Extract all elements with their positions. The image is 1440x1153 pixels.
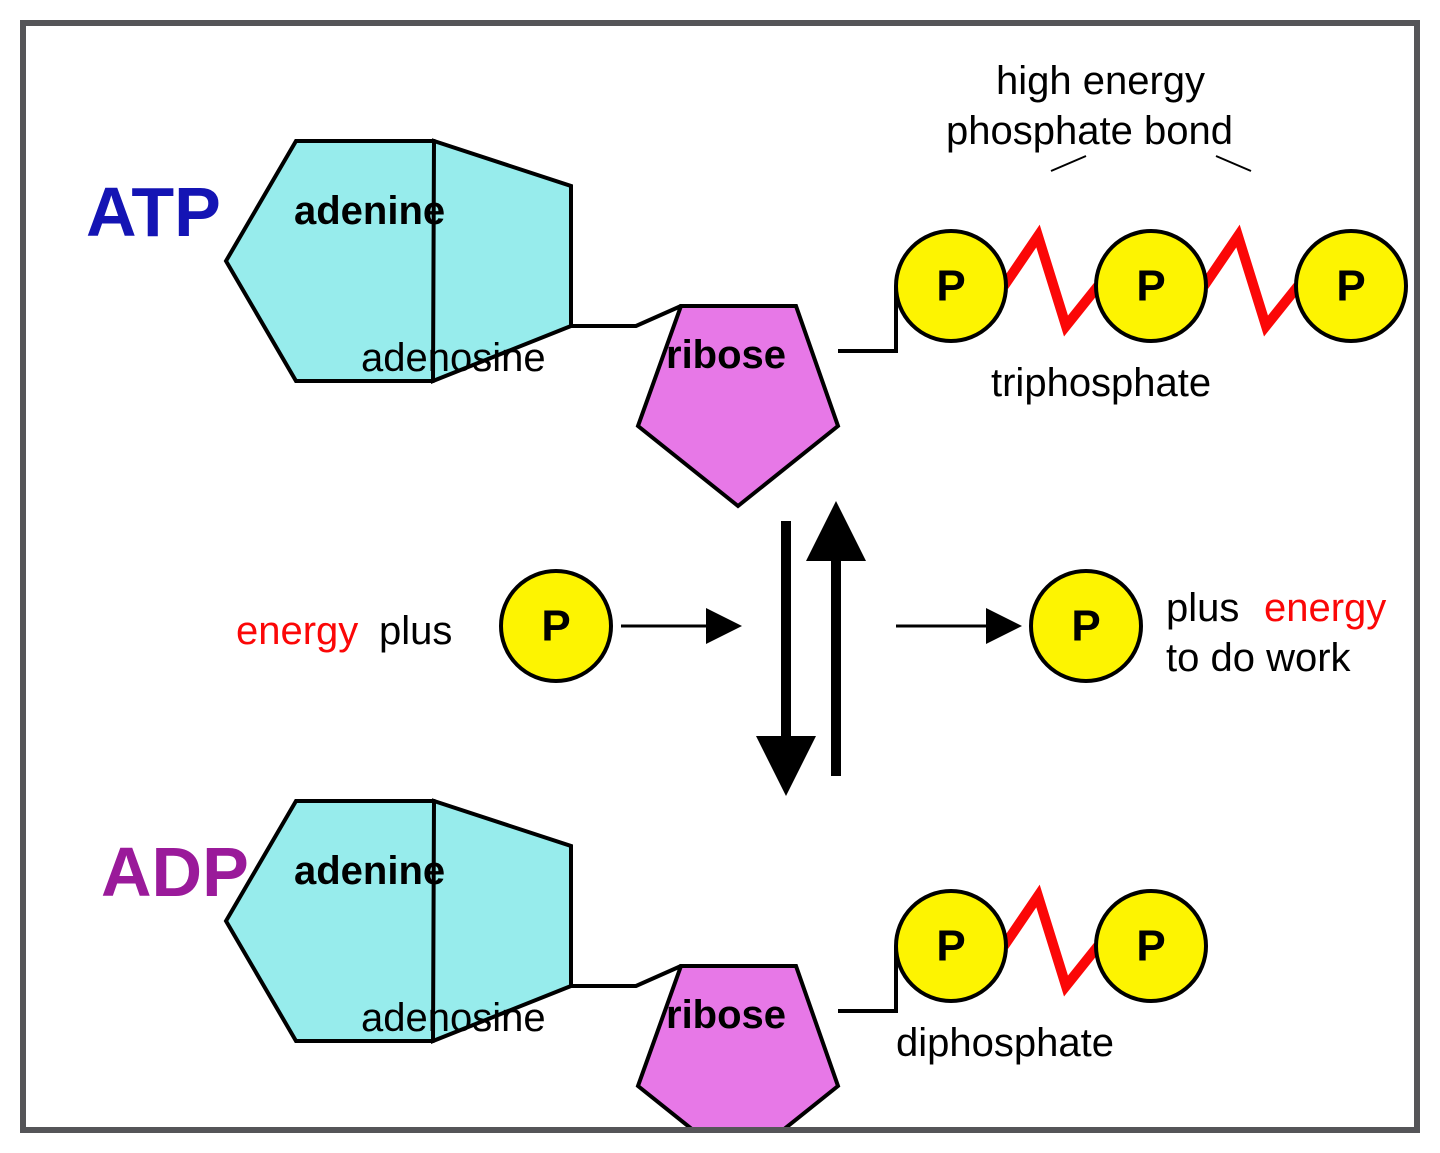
energy-left-label: energy xyxy=(236,609,358,653)
adp-ribose-pentagon xyxy=(638,966,838,1127)
plus-right-label: plus xyxy=(1166,586,1239,630)
svg-text:P: P xyxy=(1136,922,1165,971)
atp-bond-1 xyxy=(1004,236,1098,326)
adp-phosphate-2: P xyxy=(1096,891,1206,1001)
adp-ribose-p-connector xyxy=(838,946,896,1011)
adp-bond xyxy=(1004,896,1098,986)
phosphate-right: P xyxy=(1031,571,1141,681)
bond-label-line1: high energy xyxy=(996,59,1205,103)
triphosphate-label: triphosphate xyxy=(991,361,1211,405)
bond-pointer-1 xyxy=(1051,156,1086,171)
atp-ribose-label: ribose xyxy=(666,333,786,377)
atp-phosphate-1: P xyxy=(896,231,1006,341)
svg-text:P: P xyxy=(936,922,965,971)
atp-title: ATP xyxy=(86,173,221,251)
atp-bond-2 xyxy=(1204,236,1298,326)
svg-text:P: P xyxy=(1136,262,1165,311)
diphosphate-label: diphosphate xyxy=(896,1021,1114,1065)
phosphate-left: P xyxy=(501,571,611,681)
diagram-svg: ATP adenine adenosine ribose P P P triph… xyxy=(26,26,1414,1127)
diagram-frame: ATP adenine adenosine ribose P P P triph… xyxy=(20,20,1420,1133)
bond-label-line2: phosphate bond xyxy=(946,109,1233,153)
adp-adenosine-label: adenosine xyxy=(361,996,546,1040)
atp-adenine-ribose-connector xyxy=(571,306,681,326)
adp-ribose-label: ribose xyxy=(666,993,786,1037)
atp-adenine-label: adenine xyxy=(294,189,445,233)
svg-text:P: P xyxy=(1071,602,1100,651)
svg-text:P: P xyxy=(936,262,965,311)
adp-phosphate-1: P xyxy=(896,891,1006,1001)
atp-phosphate-3: P xyxy=(1296,231,1406,341)
adp-adenine-label: adenine xyxy=(294,849,445,893)
atp-ribose-p-connector xyxy=(838,286,896,351)
bond-pointer-2 xyxy=(1216,156,1251,171)
plus-left-label: plus xyxy=(379,609,452,653)
adp-adenine-ribose-connector xyxy=(571,966,681,986)
svg-text:P: P xyxy=(1336,262,1365,311)
adp-title: ADP xyxy=(101,833,249,911)
work-label: to do work xyxy=(1166,636,1352,680)
energy-right-label: energy xyxy=(1264,586,1386,630)
atp-phosphate-2: P xyxy=(1096,231,1206,341)
atp-adenosine-label: adenosine xyxy=(361,336,546,380)
svg-text:P: P xyxy=(541,602,570,651)
